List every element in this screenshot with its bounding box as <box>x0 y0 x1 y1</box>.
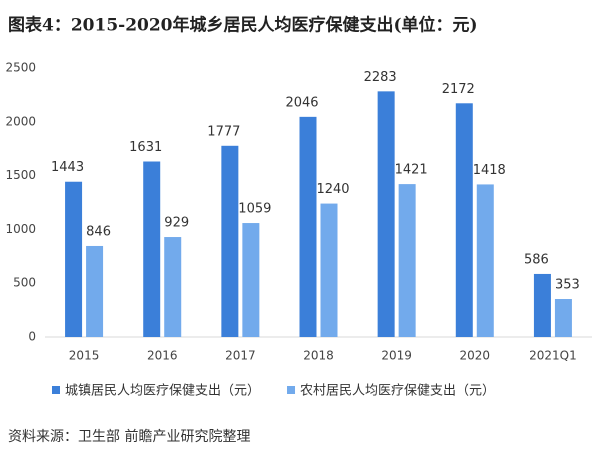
data-label: 1418 <box>473 163 506 178</box>
data-label: 1421 <box>395 163 428 178</box>
legend-swatch <box>52 386 60 394</box>
bar <box>143 161 161 337</box>
y-tick-label: 500 <box>13 276 36 290</box>
data-label: 929 <box>164 216 189 231</box>
y-tick-label: 1000 <box>5 222 36 236</box>
bar <box>320 203 338 337</box>
bar <box>242 223 260 337</box>
bar <box>377 91 395 337</box>
x-tick-label: 2020 <box>460 349 491 363</box>
bar <box>299 116 317 337</box>
legend-swatch <box>287 386 296 394</box>
chart-title: 图表4：2015-2020年城乡居民人均医疗保健支出(单位：元) <box>8 15 478 36</box>
data-label: 2046 <box>285 95 318 110</box>
data-label: 846 <box>86 224 111 239</box>
bar <box>164 237 182 337</box>
bar <box>455 103 473 337</box>
x-tick-label: 2016 <box>147 349 178 363</box>
bar <box>476 184 494 337</box>
data-label: 1631 <box>129 140 162 155</box>
y-tick-label: 0 <box>28 330 36 344</box>
y-tick-label: 2000 <box>5 114 36 128</box>
x-tick-label: 2018 <box>303 349 334 363</box>
data-label: 353 <box>555 278 580 293</box>
data-label: 2172 <box>442 82 475 97</box>
y-tick-label: 1500 <box>5 168 36 182</box>
bar <box>65 181 83 337</box>
source-note: 资料来源：卫生部 前瞻产业研究院整理 <box>8 428 250 445</box>
data-label: 1443 <box>51 160 84 175</box>
data-label: 1059 <box>238 202 271 217</box>
bar <box>86 245 104 337</box>
data-label: 2283 <box>364 70 397 85</box>
x-tick-label: 2015 <box>69 349 100 363</box>
legend-label: 农村居民人均医疗保健支出（元） <box>300 384 495 399</box>
bar <box>221 145 239 337</box>
bar <box>398 184 416 337</box>
y-tick-label: 2500 <box>5 61 36 75</box>
x-tick-label: 2021Q1 <box>529 349 577 363</box>
bar <box>533 273 551 337</box>
x-tick-label: 2017 <box>225 349 256 363</box>
data-label: 586 <box>524 252 549 267</box>
data-label: 1240 <box>316 182 349 197</box>
x-tick-label: 2019 <box>381 349 412 363</box>
data-label: 1777 <box>207 124 240 139</box>
legend-label: 城镇居民人均医疗保健支出（元） <box>65 384 260 399</box>
bar <box>554 299 572 337</box>
